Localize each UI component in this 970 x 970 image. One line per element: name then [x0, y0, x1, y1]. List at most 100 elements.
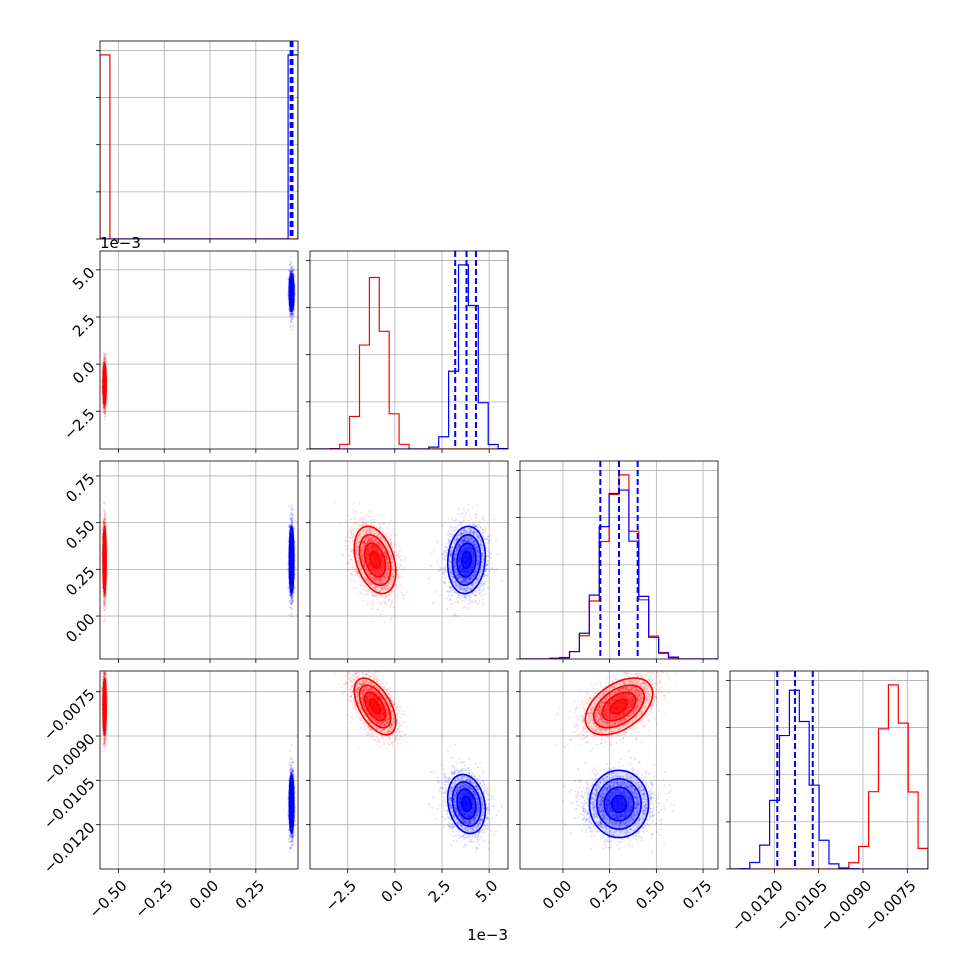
sample-point [104, 360, 107, 363]
sample-point [103, 422, 106, 425]
sample-point [104, 358, 107, 361]
sample-point [103, 358, 106, 361]
sample-point [103, 411, 106, 414]
sample-point [102, 407, 105, 410]
sample-point [287, 278, 290, 281]
sample-point [104, 411, 107, 414]
sample-point [101, 407, 104, 410]
sample-point [103, 406, 106, 409]
sample-point [103, 410, 106, 413]
sample-point [293, 315, 296, 318]
sample-point [289, 324, 292, 327]
sample-point [103, 413, 106, 416]
sample-point [103, 405, 106, 408]
sample-point [103, 408, 106, 411]
histogram-0 [100, 54, 298, 239]
panel-content [100, 251, 298, 449]
sample-point [102, 360, 105, 363]
sample-point [103, 411, 106, 414]
sample-point [103, 409, 106, 412]
sample-point [103, 360, 106, 363]
sample-point [103, 355, 106, 358]
sample-point [103, 405, 106, 408]
sample-point [105, 362, 108, 365]
sample-point [103, 356, 106, 359]
sample-point [290, 255, 293, 258]
sample-point [103, 356, 106, 359]
sample-point [104, 416, 107, 419]
sample-point [102, 407, 105, 410]
sample-point [101, 408, 104, 411]
sample-point [103, 405, 106, 408]
sample-point [293, 309, 296, 312]
sample-point [289, 322, 292, 325]
sample-point [102, 406, 105, 409]
panel-0-0 [96, 40, 299, 243]
sample-point [104, 358, 107, 361]
sample-point [102, 405, 105, 408]
sample-point [104, 357, 107, 360]
sample-point [104, 410, 107, 413]
sample-point [104, 415, 107, 418]
sample-point [103, 354, 106, 357]
sample-point [288, 263, 291, 266]
sample-point [105, 360, 108, 363]
sample-point [104, 405, 107, 408]
sample-point [104, 408, 107, 411]
sample-point [104, 357, 107, 360]
sample-point [103, 353, 106, 356]
sample-point [289, 259, 292, 262]
sample-point [103, 418, 106, 421]
sample-point [103, 406, 106, 409]
panel-frame [99, 40, 299, 240]
sample-point [103, 358, 106, 361]
sample-point [291, 328, 294, 331]
sample-point [104, 355, 107, 358]
sample-point [103, 359, 106, 362]
sample-point [103, 360, 106, 363]
sample-point [103, 351, 106, 354]
sample-point [104, 412, 107, 415]
sample-point [289, 326, 292, 329]
sample-point [103, 405, 106, 408]
panel-1-0: −2.50.02.55.0 [60, 250, 299, 453]
sample-point [104, 407, 107, 410]
sample-point [290, 265, 293, 268]
sample-point [102, 351, 105, 354]
sample-point [103, 405, 106, 408]
sample-point [106, 360, 109, 363]
sample-point [104, 353, 107, 356]
sample-point [104, 356, 107, 359]
sample-point [104, 406, 107, 409]
sample-point [103, 408, 106, 411]
sample-point [290, 317, 293, 320]
sample-point [102, 357, 105, 360]
sample-point [102, 358, 105, 361]
sample-point [103, 404, 106, 407]
sample-point [287, 268, 290, 271]
sample-point [103, 357, 106, 360]
sample-point [291, 323, 294, 326]
sample-point [292, 268, 295, 271]
sample-point [104, 356, 107, 359]
sample-point [103, 405, 106, 408]
sample-point [104, 352, 107, 355]
sample-point [102, 406, 105, 409]
sample-point [102, 406, 105, 409]
sample-point [288, 312, 291, 315]
sample-point [103, 358, 106, 361]
sample-point [287, 307, 290, 310]
sample-point [103, 408, 106, 411]
panel-content [100, 41, 298, 239]
sample-point [103, 405, 106, 408]
sample-point [290, 320, 293, 323]
sample-point [102, 410, 105, 413]
sample-point [102, 405, 105, 408]
sample-point [104, 360, 107, 363]
sample-point [103, 406, 106, 409]
sample-point [104, 406, 107, 409]
sample-point [104, 406, 107, 409]
histogram-1 [100, 54, 298, 239]
